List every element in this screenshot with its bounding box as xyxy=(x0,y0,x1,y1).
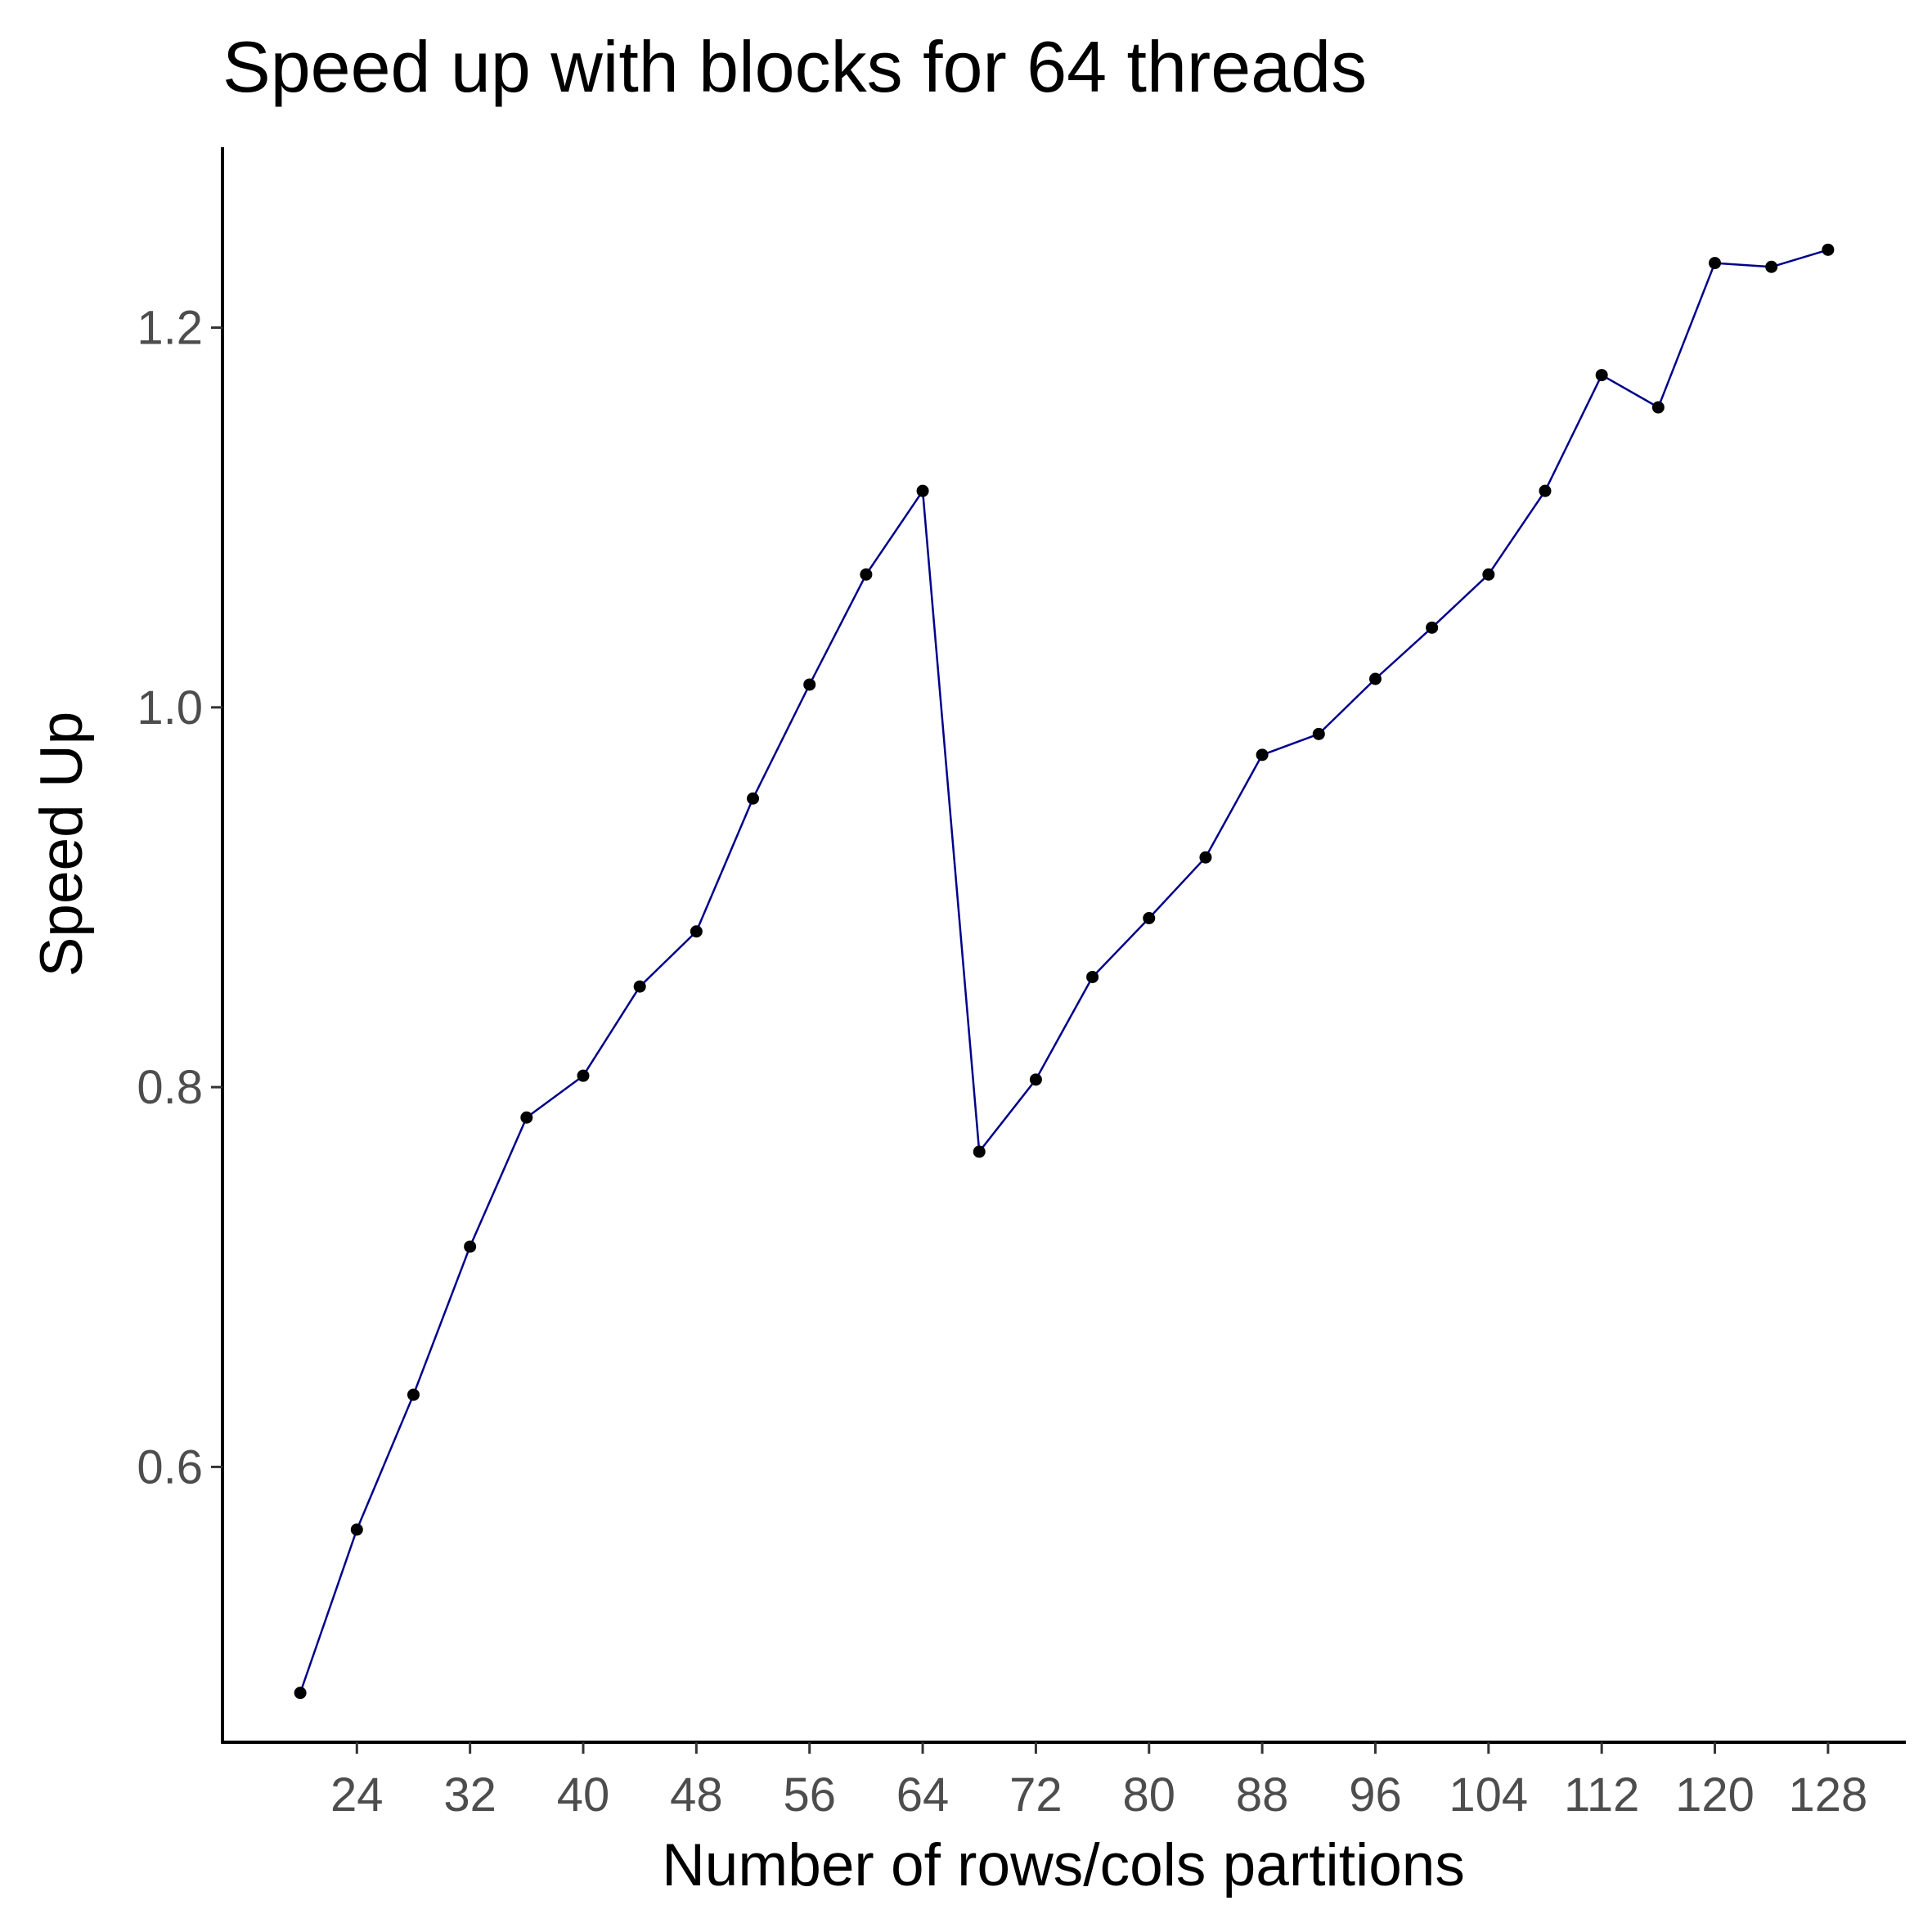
data-point xyxy=(747,792,760,805)
x-tick-label: 48 xyxy=(670,1768,723,1822)
y-axis: 0.6 0.8 1.0 1.2 xyxy=(137,147,224,1744)
data-point xyxy=(1651,401,1665,414)
data-point xyxy=(1086,970,1099,983)
data-point xyxy=(1199,851,1212,864)
y-tick-label: 0.6 xyxy=(137,1440,203,1494)
x-tick-label: 104 xyxy=(1449,1768,1528,1822)
data-point xyxy=(407,1388,420,1401)
data-point xyxy=(1312,727,1325,740)
x-tick-label: 120 xyxy=(1675,1768,1755,1822)
data-point xyxy=(1539,484,1552,497)
data-point xyxy=(973,1145,986,1158)
data-point xyxy=(1765,260,1778,273)
data-point xyxy=(690,925,703,938)
x-tick-label: 24 xyxy=(330,1768,384,1822)
x-axis: 24 32 40 48 56 64 72 80 88 96 104 112 120 128 xyxy=(221,1741,1906,1822)
data-point xyxy=(294,1687,307,1700)
data-point xyxy=(1143,912,1156,924)
data-point xyxy=(464,1240,477,1253)
data-point xyxy=(803,678,816,691)
y-tick-label: 1.0 xyxy=(137,681,203,735)
data-point xyxy=(520,1111,533,1124)
data-point xyxy=(633,980,646,993)
data-point xyxy=(916,484,929,497)
data-point xyxy=(577,1069,590,1082)
x-tick-label: 40 xyxy=(557,1768,610,1822)
x-tick-label: 96 xyxy=(1349,1768,1402,1822)
data-point xyxy=(1426,621,1439,634)
y-axis-title: Speed Up xyxy=(29,712,95,977)
chart-title: Speed up with blocks for 64 threads xyxy=(222,26,1367,107)
y-tick-label: 0.8 xyxy=(137,1061,203,1114)
data-point xyxy=(1822,243,1835,256)
x-tick-label: 88 xyxy=(1236,1768,1289,1822)
y-tick-label: 1.2 xyxy=(137,302,203,355)
data-point xyxy=(1595,369,1608,382)
data-point xyxy=(350,1523,363,1536)
data-point xyxy=(1709,257,1722,270)
data-point xyxy=(1256,748,1269,762)
series-line xyxy=(299,249,1829,1694)
data-point xyxy=(1482,568,1495,581)
data-point xyxy=(1029,1073,1042,1086)
x-tick-label: 56 xyxy=(783,1768,836,1822)
x-tick-label: 32 xyxy=(443,1768,496,1822)
plot-area xyxy=(294,243,1835,1700)
x-tick-label: 64 xyxy=(896,1768,950,1822)
data-point xyxy=(1368,672,1382,685)
x-tick-label: 72 xyxy=(1009,1768,1063,1822)
x-axis-title: Number of rows/cols partitions xyxy=(662,1832,1465,1898)
x-tick-label: 128 xyxy=(1788,1768,1867,1822)
data-point xyxy=(860,568,873,581)
x-tick-label: 112 xyxy=(1564,1768,1639,1822)
x-tick-label: 80 xyxy=(1123,1768,1176,1822)
